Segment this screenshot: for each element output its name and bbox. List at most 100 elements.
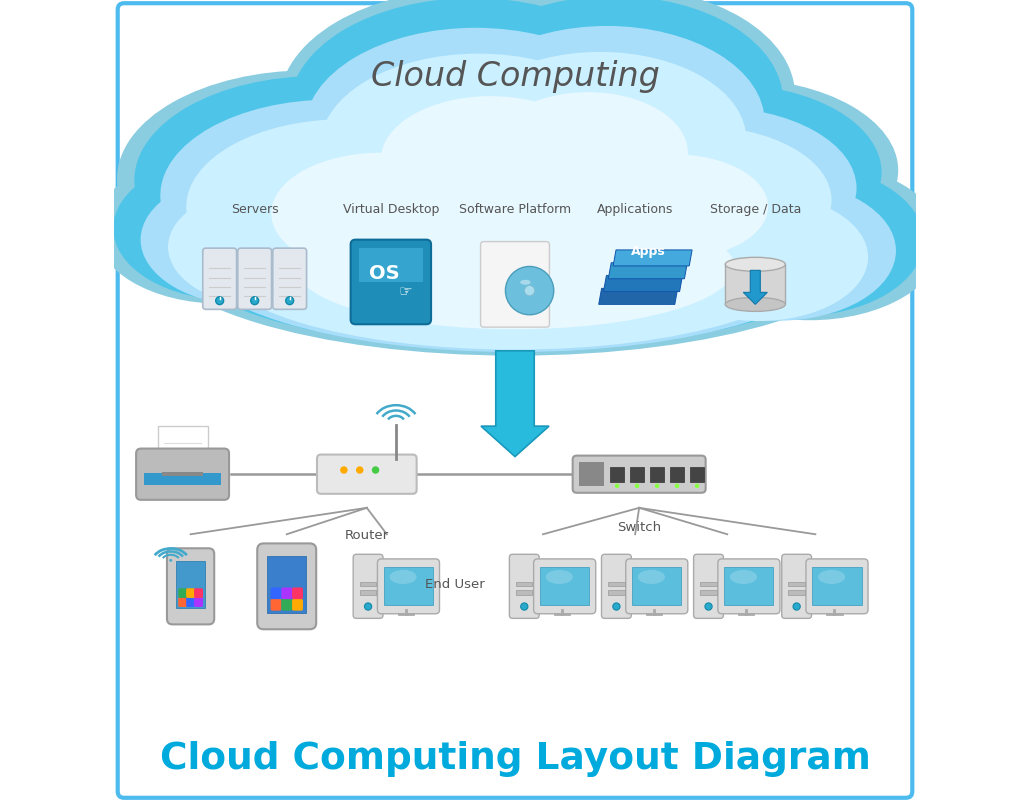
Circle shape [675, 484, 680, 488]
Ellipse shape [583, 138, 788, 253]
Circle shape [215, 296, 224, 304]
Polygon shape [609, 263, 687, 279]
FancyBboxPatch shape [718, 559, 780, 614]
FancyBboxPatch shape [481, 242, 549, 327]
Ellipse shape [649, 193, 868, 321]
Circle shape [250, 296, 259, 304]
FancyBboxPatch shape [573, 456, 706, 493]
FancyBboxPatch shape [176, 562, 205, 608]
Ellipse shape [271, 153, 491, 274]
FancyBboxPatch shape [293, 587, 303, 599]
Ellipse shape [113, 156, 353, 300]
FancyBboxPatch shape [788, 590, 804, 595]
FancyBboxPatch shape [358, 248, 423, 282]
FancyBboxPatch shape [516, 590, 533, 595]
Ellipse shape [818, 570, 845, 584]
FancyBboxPatch shape [359, 582, 376, 586]
Ellipse shape [161, 99, 502, 292]
FancyBboxPatch shape [293, 599, 303, 610]
Ellipse shape [546, 570, 573, 584]
FancyBboxPatch shape [203, 248, 237, 309]
FancyBboxPatch shape [534, 559, 595, 614]
Text: Cloud Computing Layout Diagram: Cloud Computing Layout Diagram [160, 742, 870, 777]
Circle shape [506, 267, 554, 315]
Text: Storage / Data: Storage / Data [710, 203, 801, 216]
Text: Applications: Applications [597, 203, 674, 216]
Ellipse shape [568, 107, 857, 269]
Text: Apps: Apps [631, 245, 665, 259]
Ellipse shape [220, 112, 486, 262]
Ellipse shape [730, 570, 757, 584]
FancyBboxPatch shape [258, 543, 316, 630]
FancyBboxPatch shape [359, 590, 376, 595]
Circle shape [793, 603, 800, 610]
FancyBboxPatch shape [178, 588, 187, 598]
Ellipse shape [117, 70, 501, 287]
Ellipse shape [305, 28, 647, 231]
Ellipse shape [520, 280, 530, 285]
Ellipse shape [146, 127, 884, 356]
FancyBboxPatch shape [167, 548, 214, 625]
Ellipse shape [449, 26, 764, 218]
FancyBboxPatch shape [700, 590, 717, 595]
FancyBboxPatch shape [350, 239, 432, 324]
FancyBboxPatch shape [650, 467, 663, 481]
Ellipse shape [210, 165, 820, 350]
FancyBboxPatch shape [632, 566, 681, 606]
Circle shape [524, 286, 535, 296]
FancyBboxPatch shape [162, 472, 203, 476]
FancyArrow shape [481, 351, 549, 457]
Ellipse shape [445, 0, 783, 204]
FancyBboxPatch shape [136, 449, 229, 500]
Text: End User: End User [425, 578, 485, 591]
FancyBboxPatch shape [611, 467, 624, 481]
FancyBboxPatch shape [540, 566, 589, 606]
FancyBboxPatch shape [700, 582, 717, 586]
Text: Router: Router [345, 529, 389, 541]
Ellipse shape [725, 257, 785, 272]
Ellipse shape [95, 154, 345, 304]
Circle shape [285, 296, 294, 304]
Ellipse shape [592, 114, 821, 244]
Ellipse shape [296, 205, 734, 329]
Ellipse shape [484, 44, 715, 188]
Ellipse shape [671, 164, 924, 316]
Ellipse shape [278, 194, 752, 330]
Ellipse shape [454, 52, 747, 227]
Circle shape [615, 484, 619, 488]
FancyBboxPatch shape [510, 554, 540, 618]
Circle shape [521, 603, 528, 610]
Ellipse shape [370, 74, 608, 213]
Ellipse shape [574, 78, 898, 262]
Text: Software Platform: Software Platform [459, 203, 571, 216]
FancyBboxPatch shape [144, 473, 221, 485]
Ellipse shape [572, 84, 882, 260]
FancyBboxPatch shape [268, 556, 306, 613]
FancyBboxPatch shape [158, 426, 208, 468]
FancyBboxPatch shape [671, 467, 684, 481]
Ellipse shape [638, 570, 665, 584]
FancyArrow shape [744, 270, 767, 304]
FancyBboxPatch shape [630, 467, 644, 481]
FancyBboxPatch shape [194, 588, 203, 598]
Ellipse shape [134, 76, 501, 284]
Ellipse shape [389, 570, 416, 584]
Ellipse shape [381, 96, 600, 223]
Text: Virtual Desktop: Virtual Desktop [343, 203, 439, 216]
Ellipse shape [359, 49, 614, 199]
Ellipse shape [289, 0, 656, 219]
FancyBboxPatch shape [516, 582, 533, 586]
FancyBboxPatch shape [194, 598, 203, 607]
Ellipse shape [441, 0, 795, 203]
FancyBboxPatch shape [690, 467, 703, 481]
Ellipse shape [168, 187, 375, 308]
Circle shape [372, 466, 379, 473]
FancyBboxPatch shape [281, 587, 293, 599]
Circle shape [169, 559, 172, 562]
Circle shape [705, 603, 712, 610]
Circle shape [613, 603, 620, 610]
Ellipse shape [233, 116, 487, 260]
Ellipse shape [579, 155, 768, 259]
Ellipse shape [725, 297, 785, 312]
Ellipse shape [261, 179, 769, 326]
